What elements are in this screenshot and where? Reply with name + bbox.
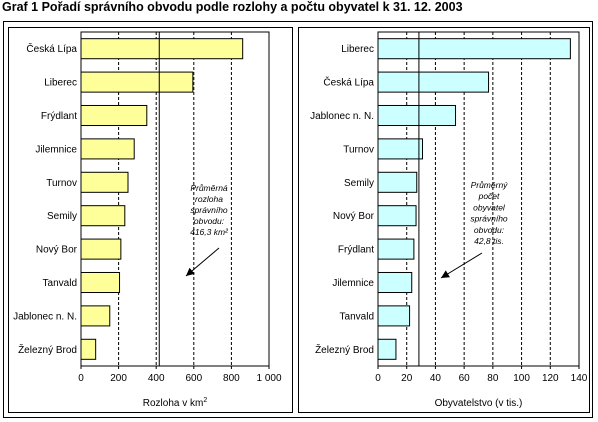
population-category-label: Tanvald: [340, 311, 374, 322]
area-category-label: Turnov: [46, 178, 77, 189]
area-category-label: Frýdlant: [41, 111, 77, 122]
area-tick-label: 600: [185, 373, 202, 384]
population-x-axis-label: Obyvatelstvo (v tis.): [435, 398, 523, 409]
area-category-label: Železný Brod: [18, 343, 77, 356]
population-category-label: Jablonec n. N.: [310, 111, 374, 122]
area-bar: [80, 71, 194, 93]
area-category-label: Jilemnice: [35, 144, 77, 155]
area-bar: [80, 171, 129, 193]
area-tick-label: 0: [78, 373, 84, 384]
area-tick-label: 200: [110, 373, 127, 384]
population-category-label: Turnov: [343, 144, 374, 155]
area-category-label: Semily: [47, 211, 77, 222]
population-category-label: Liberec: [341, 44, 374, 55]
population-bar: [377, 338, 397, 360]
area-bar: [80, 104, 148, 127]
population-chart-panel: Liberec Česká Lípa Jablonec n. N. Turnov Sem…: [298, 27, 590, 413]
area-bar: [80, 38, 244, 60]
population-category-label: Frýdlant: [338, 245, 374, 256]
population-bar: [377, 271, 413, 294]
area-bar: [80, 238, 122, 260]
population-category-label: Semily: [344, 178, 374, 189]
population-category-label: Jilemnice: [332, 278, 374, 289]
area-arrowhead: [186, 267, 195, 276]
area-bar: [80, 138, 135, 160]
chart-title: Graf 1 Pořadí správního obvodu podle roz…: [2, 0, 463, 14]
area-tick-label: 400: [148, 373, 165, 384]
area-chart-panel: Česká Lípa Liberec Frýdlant Jilemnice Turnov…: [8, 27, 293, 413]
area-category-label: Tanvald: [43, 278, 77, 289]
population-tick-label: 60: [459, 373, 471, 384]
population-arrowhead: [441, 270, 450, 278]
population-annotation-arrow: [440, 252, 483, 279]
area-bar: [80, 338, 97, 360]
area-category-label: Česká Lípa: [26, 42, 77, 55]
area-category-label: Nový Bor: [36, 245, 78, 256]
area-x-axis-label: Rozloha v km2: [143, 397, 208, 409]
population-tick-label: 20: [401, 373, 413, 384]
population-category-label: Železný Brod: [315, 343, 374, 356]
population-bar: [377, 171, 418, 193]
population-bar: [377, 71, 490, 93]
population-bar: [377, 305, 411, 327]
population-category-label: Nový Bor: [333, 211, 375, 222]
area-bar: [80, 205, 126, 227]
population-category-label: Česká Lípa: [323, 76, 374, 89]
area-chart: Česká Lípa Liberec Frýdlant Jilemnice Turnov…: [13, 31, 282, 409]
population-bar: [377, 104, 457, 127]
population-bar: [377, 238, 415, 260]
area-tick-label: 800: [223, 373, 240, 384]
population-tick-label: 120: [542, 373, 559, 384]
area-tick-label: 1 000: [256, 373, 281, 384]
population-chart: Liberec Česká Lípa Jablonec n. N. Turnov Sem…: [310, 31, 588, 409]
area-bar: [80, 271, 121, 294]
population-tick-label: 100: [513, 373, 530, 384]
population-tick-label: 40: [430, 373, 442, 384]
population-tick-label: 80: [487, 373, 499, 384]
area-category-label: Liberec: [44, 78, 77, 89]
area-bar: [80, 305, 111, 327]
population-bar: [377, 205, 417, 227]
population-average-annotation: Průměrný počet obyvatel správního obvodu: 42,…: [470, 180, 508, 246]
population-tick-label: 140: [571, 373, 588, 384]
population-tick-label: 0: [375, 373, 381, 384]
area-average-annotation: Průměrná rozloha správního obvodu: 416,3 km²: [190, 183, 229, 237]
population-bar: [377, 38, 571, 60]
area-category-label: Jablonec n. N.: [13, 311, 77, 322]
population-bar: [377, 138, 424, 160]
